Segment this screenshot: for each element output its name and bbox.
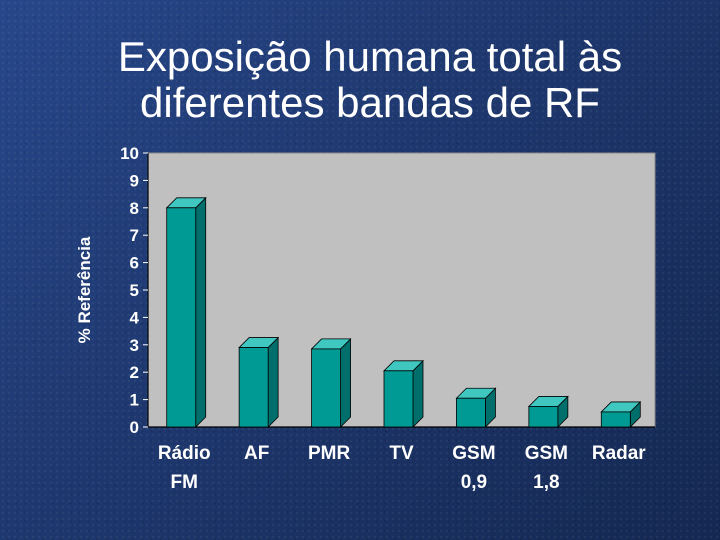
bar-front — [528, 406, 559, 428]
bar — [527, 395, 569, 428]
y-tick-label: 4 — [130, 308, 140, 327]
bar-front — [456, 397, 486, 428]
bar — [455, 387, 497, 428]
x-tick-label: GSM — [452, 443, 495, 464]
bar — [238, 336, 280, 428]
y-tick-label: 5 — [130, 281, 139, 300]
bar — [383, 359, 424, 428]
bar-front — [383, 370, 414, 428]
bar-front — [600, 411, 631, 428]
x-tick-label: Radar — [592, 443, 646, 464]
x-tick-label: GSM — [525, 443, 568, 464]
x-tick-label: 0,9 — [461, 472, 487, 493]
y-tick-label: 2 — [130, 363, 139, 382]
bar-side — [340, 337, 351, 428]
bar-side — [412, 359, 424, 428]
y-tick-label: 3 — [130, 336, 139, 355]
bar — [310, 337, 352, 428]
x-tick-label: 1,8 — [533, 472, 559, 493]
y-tick-label: 6 — [130, 254, 139, 273]
chart-title-line-2: diferentes bandas de RF — [140, 79, 600, 126]
bar-front — [238, 347, 269, 428]
x-tick-label: FM — [170, 472, 197, 493]
y-tick-label: 7 — [130, 226, 139, 245]
x-tick-label: Rádio — [158, 443, 211, 464]
chart-title: Exposição humana total às diferentes ban… — [60, 34, 680, 126]
bar — [165, 196, 207, 428]
y-tick-label: 9 — [130, 171, 139, 190]
x-tick-label: PMR — [308, 443, 351, 464]
y-axis-label: % Referência — [75, 236, 94, 343]
y-tick-label: 10 — [120, 144, 139, 163]
bar-side — [195, 196, 207, 428]
bar — [600, 400, 642, 428]
x-tick-label: AF — [244, 443, 269, 464]
bar-front — [311, 348, 341, 428]
x-tick-label: TV — [389, 443, 414, 464]
y-tick-label: 0 — [130, 418, 139, 437]
y-tick-label: 8 — [130, 199, 139, 218]
bar-front — [166, 207, 197, 428]
bar-side — [267, 336, 279, 428]
chart-title-line-1: Exposição humana total às — [117, 33, 623, 80]
y-tick-label: 1 — [130, 391, 139, 410]
